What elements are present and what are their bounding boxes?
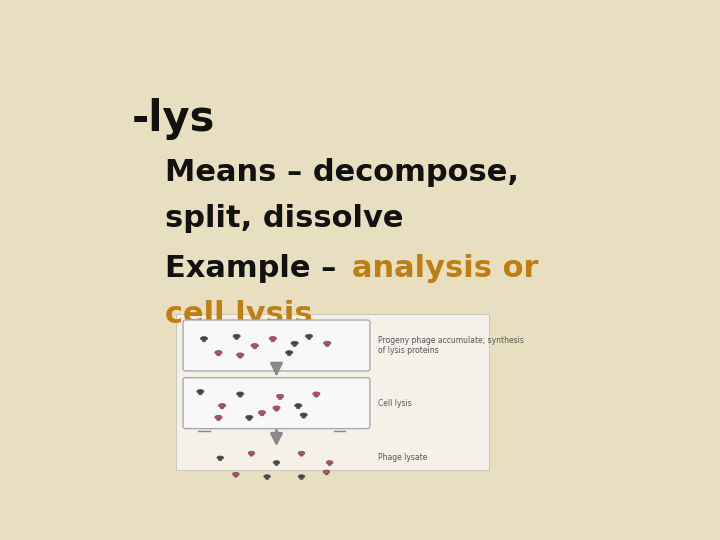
Ellipse shape <box>248 418 251 421</box>
Ellipse shape <box>287 354 291 356</box>
Text: Progeny phage accumulate; synthesis
of lysis proteins: Progeny phage accumulate; synthesis of l… <box>378 336 524 355</box>
Ellipse shape <box>274 409 279 411</box>
Ellipse shape <box>325 473 328 475</box>
Ellipse shape <box>323 341 331 345</box>
Text: Cell lysis: Cell lysis <box>378 399 412 408</box>
Ellipse shape <box>238 356 242 358</box>
Ellipse shape <box>328 464 331 465</box>
Ellipse shape <box>258 410 266 414</box>
Ellipse shape <box>293 345 297 347</box>
Ellipse shape <box>300 478 303 480</box>
Ellipse shape <box>269 336 276 340</box>
Ellipse shape <box>218 403 226 407</box>
Text: split, dissolve: split, dissolve <box>166 204 404 233</box>
Ellipse shape <box>307 338 311 340</box>
Ellipse shape <box>275 464 278 465</box>
Ellipse shape <box>197 389 204 393</box>
Ellipse shape <box>302 416 305 418</box>
Ellipse shape <box>266 478 269 480</box>
Text: Means – decompose,: Means – decompose, <box>166 158 519 187</box>
Ellipse shape <box>325 345 329 347</box>
Ellipse shape <box>286 350 293 354</box>
Ellipse shape <box>273 406 280 410</box>
Ellipse shape <box>220 407 224 409</box>
FancyBboxPatch shape <box>176 314 489 470</box>
Ellipse shape <box>260 414 264 416</box>
Ellipse shape <box>279 397 282 400</box>
Ellipse shape <box>315 395 318 397</box>
Ellipse shape <box>246 415 253 419</box>
Ellipse shape <box>298 475 305 478</box>
Ellipse shape <box>251 343 258 347</box>
Ellipse shape <box>326 461 333 464</box>
Ellipse shape <box>312 392 320 396</box>
Text: analysis or: analysis or <box>352 254 539 283</box>
Ellipse shape <box>291 341 298 345</box>
Ellipse shape <box>237 392 244 396</box>
Ellipse shape <box>217 456 224 460</box>
Ellipse shape <box>300 455 303 456</box>
Ellipse shape <box>264 475 271 478</box>
Ellipse shape <box>276 394 284 398</box>
Ellipse shape <box>215 350 222 354</box>
Ellipse shape <box>323 470 330 474</box>
Ellipse shape <box>253 347 256 349</box>
Ellipse shape <box>248 451 255 455</box>
Text: Phage lysate: Phage lysate <box>378 453 428 462</box>
Ellipse shape <box>273 461 280 464</box>
Ellipse shape <box>199 393 202 395</box>
Ellipse shape <box>202 340 206 342</box>
Ellipse shape <box>235 338 238 340</box>
Ellipse shape <box>237 353 244 357</box>
Ellipse shape <box>215 415 222 419</box>
Ellipse shape <box>217 418 220 421</box>
Ellipse shape <box>234 476 238 477</box>
Ellipse shape <box>298 451 305 455</box>
Ellipse shape <box>238 395 242 397</box>
Ellipse shape <box>271 340 274 342</box>
Ellipse shape <box>250 455 253 456</box>
Text: cell lysis: cell lysis <box>166 300 313 329</box>
Ellipse shape <box>294 403 302 407</box>
Ellipse shape <box>233 334 240 338</box>
Text: Example –: Example – <box>166 254 347 283</box>
Ellipse shape <box>297 407 300 409</box>
Ellipse shape <box>217 354 220 356</box>
Text: -lys: -lys <box>132 98 215 140</box>
Ellipse shape <box>233 472 239 476</box>
FancyBboxPatch shape <box>183 320 370 371</box>
Ellipse shape <box>305 334 312 338</box>
Ellipse shape <box>219 459 222 461</box>
Ellipse shape <box>300 413 307 417</box>
FancyBboxPatch shape <box>183 377 370 429</box>
Ellipse shape <box>200 336 207 340</box>
